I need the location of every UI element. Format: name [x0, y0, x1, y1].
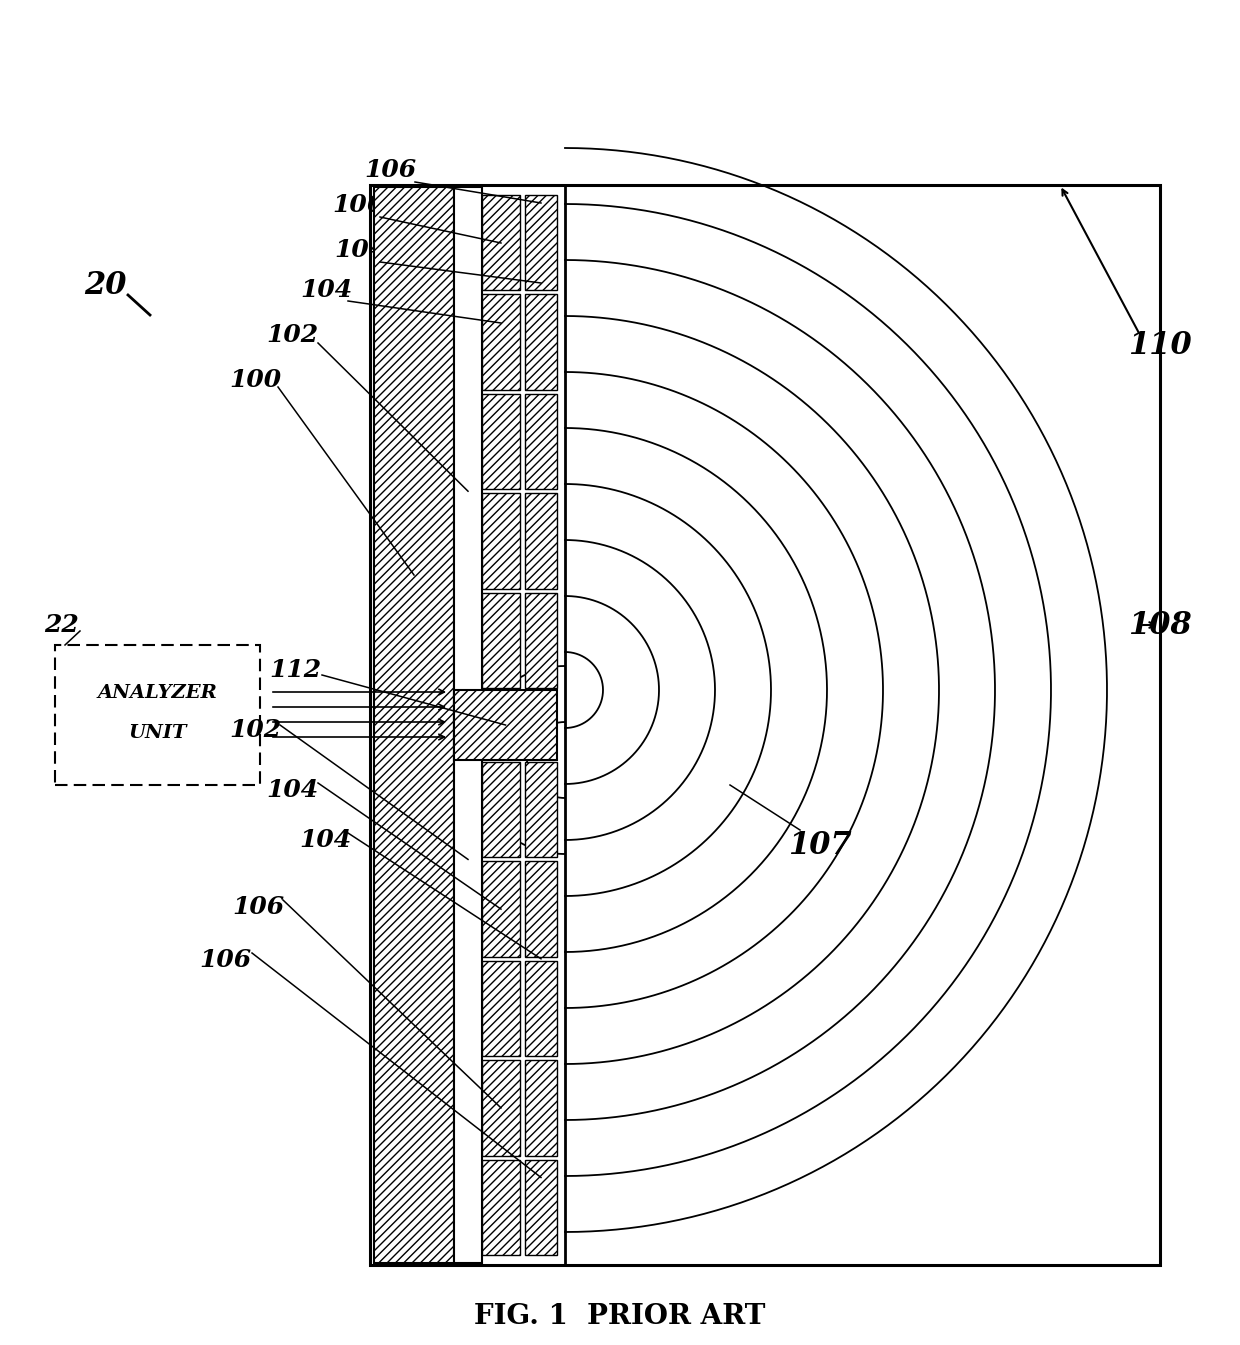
Bar — [482, 195, 520, 291]
Bar — [525, 1060, 557, 1155]
Text: 102: 102 — [265, 323, 319, 347]
Text: 100: 100 — [229, 369, 281, 391]
Bar — [482, 1159, 520, 1255]
Text: 112: 112 — [269, 658, 321, 682]
Text: 104: 104 — [299, 829, 351, 851]
Text: 110: 110 — [1128, 330, 1192, 360]
Text: 22: 22 — [45, 613, 79, 638]
Text: 106: 106 — [232, 894, 284, 919]
Text: 104: 104 — [265, 777, 319, 802]
Text: UNIT: UNIT — [128, 724, 187, 742]
Bar — [525, 960, 557, 1056]
Bar — [482, 763, 520, 857]
Text: 20: 20 — [84, 269, 126, 300]
Bar — [525, 394, 557, 490]
Text: 108: 108 — [1128, 609, 1192, 640]
Text: 106: 106 — [363, 157, 417, 182]
Bar — [525, 763, 557, 857]
Bar — [454, 690, 557, 760]
Bar — [454, 187, 482, 1263]
Bar — [482, 295, 520, 390]
Bar — [482, 494, 520, 589]
Bar — [482, 960, 520, 1056]
Text: 106: 106 — [198, 948, 250, 972]
Text: FIG. 1  PRIOR ART: FIG. 1 PRIOR ART — [475, 1303, 765, 1330]
Bar — [482, 861, 520, 956]
Bar — [55, 646, 260, 785]
Bar — [525, 195, 557, 291]
Bar — [525, 494, 557, 589]
Bar — [370, 186, 1159, 1266]
Text: 106: 106 — [332, 192, 384, 217]
Text: 107: 107 — [789, 830, 852, 861]
Text: 104: 104 — [334, 238, 386, 262]
Bar — [374, 187, 454, 1263]
Bar — [525, 1159, 557, 1255]
Bar — [482, 1060, 520, 1155]
Bar — [525, 593, 557, 689]
Bar — [525, 295, 557, 390]
Bar — [482, 593, 520, 689]
Text: ANALYZER: ANALYZER — [98, 685, 217, 702]
Text: 104: 104 — [300, 278, 352, 303]
Bar — [525, 861, 557, 956]
Text: 102: 102 — [229, 718, 281, 742]
Bar — [482, 394, 520, 490]
